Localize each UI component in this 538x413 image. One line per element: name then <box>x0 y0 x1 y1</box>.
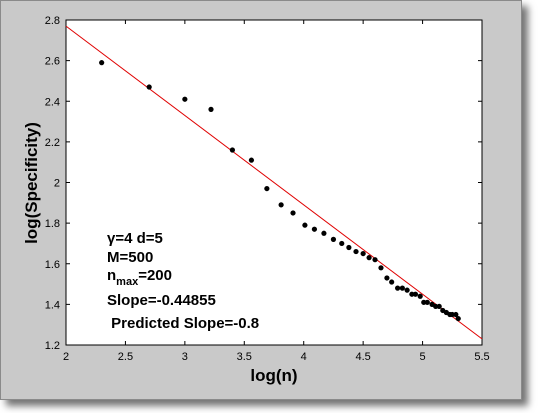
data-point <box>208 106 214 112</box>
data-point <box>417 293 423 299</box>
data-point <box>360 250 366 257</box>
data-point <box>436 303 442 310</box>
data-point <box>453 311 459 318</box>
predicted-slope-line <box>65 25 483 340</box>
annotation-m: M=500 <box>107 249 153 266</box>
y-tick-label: 1.4 <box>45 299 60 311</box>
y-tick-label: 1.8 <box>45 218 60 230</box>
x-tick-label: 3 <box>182 351 188 363</box>
x-axis-label: log(n) <box>250 366 297 385</box>
annotation-nmax-sub: max <box>116 276 139 288</box>
fit-line <box>65 25 483 340</box>
data-point <box>384 275 390 281</box>
data-point <box>353 248 359 255</box>
y-tick-label: 2.6 <box>45 56 60 68</box>
data-point <box>330 236 337 242</box>
data-point <box>404 287 410 293</box>
data-point <box>449 311 455 318</box>
data-point <box>229 147 235 153</box>
y-tick-label: 1.6 <box>45 259 60 271</box>
data-point <box>339 240 345 247</box>
y-tick-label: 2.8 <box>45 15 60 27</box>
data-points <box>99 60 461 322</box>
data-point <box>424 299 430 305</box>
x-tick-label: 3.5 <box>237 351 252 363</box>
data-point <box>421 299 427 305</box>
y-axis-label: log(Specificity) <box>22 122 41 244</box>
data-point <box>302 222 308 228</box>
annotation-nmax: nmax=200 <box>107 267 172 288</box>
data-point <box>433 303 439 310</box>
x-tick-label: 5.5 <box>474 351 489 363</box>
data-point <box>321 230 327 236</box>
x-tick-label: 4 <box>301 351 307 363</box>
annotation-nmax-suffix: =200 <box>138 267 172 284</box>
annotation-slope: Slope=-0.44855 <box>107 292 216 309</box>
data-point <box>395 285 401 291</box>
annotation-nmax-prefix: n <box>107 267 116 284</box>
data-point <box>366 255 372 261</box>
data-point <box>412 291 419 297</box>
data-point <box>409 291 415 297</box>
x-tick-label: 2.5 <box>118 351 133 363</box>
data-point <box>182 96 188 102</box>
annotation-gamma-d: γ=4 d=5 <box>107 230 163 247</box>
data-point <box>278 202 284 208</box>
annotation-predicted-slope: Predicted Slope=-0.8 <box>107 315 259 332</box>
data-point <box>378 265 384 271</box>
y-tick-label: 2.4 <box>45 96 60 108</box>
data-point <box>311 226 318 232</box>
annotation-box: γ=4 d=5 M=500 nmax=200 Slope=-0.44855 Pr… <box>107 230 259 332</box>
x-tick-label: 5 <box>420 351 426 363</box>
data-point <box>290 210 296 216</box>
y-tick-label: 1.2 <box>45 340 60 352</box>
axis-ticks: 2 2.5 3 3.5 4 4.5 5 5.5 1.2 1.4 1.6 1.8 2 2.2 2.4 2.6 2.… <box>45 15 490 363</box>
data-point <box>264 185 270 192</box>
x-tick-label: 4.5 <box>355 351 370 363</box>
data-point <box>99 60 105 66</box>
data-point <box>372 257 378 263</box>
y-tick-label: 2 <box>54 178 60 190</box>
data-point <box>399 285 405 291</box>
data-point <box>248 157 255 163</box>
data-point <box>346 244 352 251</box>
data-point <box>389 279 395 285</box>
x-tick-label: 2 <box>63 351 69 363</box>
data-point <box>455 315 461 322</box>
data-point <box>146 84 152 90</box>
y-tick-label: 2.2 <box>45 137 60 149</box>
